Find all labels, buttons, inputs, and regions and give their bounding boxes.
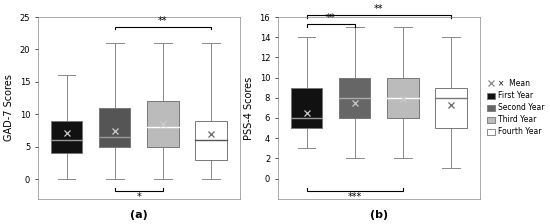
Bar xyxy=(147,101,179,147)
Text: *: * xyxy=(136,192,141,202)
Text: **: ** xyxy=(326,13,336,23)
X-axis label: (a): (a) xyxy=(130,210,148,220)
Bar xyxy=(99,108,130,147)
Text: ***: *** xyxy=(348,192,362,202)
Text: **: ** xyxy=(374,4,383,14)
Bar xyxy=(387,78,419,118)
Bar xyxy=(51,121,82,153)
Bar xyxy=(436,88,466,128)
X-axis label: (b): (b) xyxy=(370,210,388,220)
Text: **: ** xyxy=(158,16,168,26)
Bar xyxy=(291,88,322,128)
Y-axis label: GAD-7 Scores: GAD-7 Scores xyxy=(4,74,14,141)
Y-axis label: PSS-4 Scores: PSS-4 Scores xyxy=(244,76,254,140)
Legend: ×  Mean, First Year, Second Year, Third Year, Fourth Year: × Mean, First Year, Second Year, Third Y… xyxy=(486,78,546,138)
Bar xyxy=(339,78,370,118)
Bar xyxy=(195,121,227,160)
